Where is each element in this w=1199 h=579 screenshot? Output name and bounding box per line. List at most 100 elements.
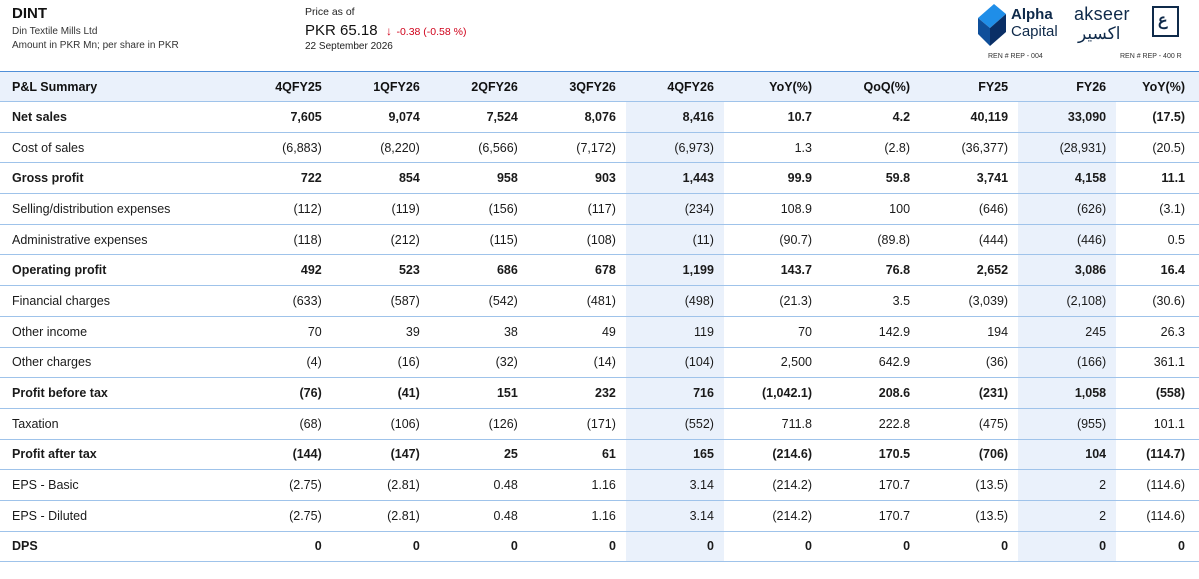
table-cell: (481) <box>527 285 626 317</box>
units-note: Amount in PKR Mn; per share in PKR <box>12 40 179 51</box>
table-cell: (20.5) <box>1116 132 1199 164</box>
table-cell: (646) <box>920 193 1019 225</box>
column-header: QoQ(%) <box>821 71 921 102</box>
ticker-symbol: DINT <box>12 5 47 22</box>
table-cell: 104 <box>1018 439 1117 471</box>
table-cell: (6,883) <box>233 132 332 164</box>
table-cell: 33,090 <box>1018 101 1117 133</box>
table-cell: 716 <box>625 377 724 409</box>
column-header-label: P&L Summary <box>0 71 234 102</box>
table-cell: (144) <box>233 439 332 471</box>
company-name: Din Textile Mills Ltd <box>12 26 98 37</box>
akseer-logo-latin: akseer <box>1074 4 1130 24</box>
table-cell: 4.2 <box>821 101 921 133</box>
table-cell: (552) <box>625 408 724 440</box>
column-header: 2QFY26 <box>429 71 528 102</box>
table-cell: 8,416 <box>625 101 724 133</box>
table-cell: (156) <box>429 193 528 225</box>
table-cell: 1.3 <box>723 132 822 164</box>
table-cell: (28,931) <box>1018 132 1117 164</box>
table-cell: 165 <box>625 439 724 471</box>
table-cell: 678 <box>527 254 626 287</box>
table-cell: 0 <box>429 531 528 563</box>
table-cell: 16.4 <box>1116 254 1199 287</box>
table-cell: (117) <box>527 193 626 225</box>
table-row: DPS 0 0 0 0 0 0 0 0 0 0 <box>0 531 1199 563</box>
table-cell: 49 <box>527 316 626 348</box>
table-cell: 11.1 <box>1116 162 1199 195</box>
table-cell: (587) <box>331 285 430 317</box>
column-header: YoY(%) <box>723 71 822 102</box>
table-cell: (2,108) <box>1018 285 1117 317</box>
table-cell: 2 <box>1018 469 1117 501</box>
row-label: Net sales <box>0 101 234 133</box>
table-cell: (171) <box>527 408 626 440</box>
alpha-logo-line1: Alpha <box>1011 6 1053 23</box>
price-row: PKR 65.18 ↓ -0.38 (-0.58 %) <box>305 22 466 40</box>
row-label: EPS - Diluted <box>0 500 234 532</box>
table-row: Administrative expenses (118) (212) (115) (1… <box>0 224 1199 256</box>
row-label: DPS <box>0 531 234 563</box>
table-cell: 3.14 <box>625 469 724 501</box>
table-cell: 2,652 <box>920 254 1019 287</box>
table-row: Profit after tax (144) (147) 25 61 165 (214.6)… <box>0 439 1199 471</box>
column-header: 4QFY25 <box>233 71 332 102</box>
alpha-capital-mark-icon <box>978 4 1006 46</box>
table-cell: 245 <box>1018 316 1117 348</box>
table-cell: 70 <box>233 316 332 348</box>
table-cell: (114.7) <box>1116 439 1199 471</box>
table-cell: 232 <box>527 377 626 409</box>
price-asof-label: Price as of <box>305 6 355 18</box>
table-cell: (11) <box>625 224 724 256</box>
table-cell: (498) <box>625 285 724 317</box>
table-cell: 361.1 <box>1116 347 1199 379</box>
table-cell: (542) <box>429 285 528 317</box>
row-label: Other charges <box>0 347 234 379</box>
table-cell: (36,377) <box>920 132 1019 164</box>
table-cell: 3.5 <box>821 285 921 317</box>
table-body: Net sales 7,605 9,074 7,524 8,076 8,416 10.7 4.… <box>0 101 1199 563</box>
table-cell: 170.7 <box>821 469 921 501</box>
table-cell: 686 <box>429 254 528 287</box>
table-cell: (166) <box>1018 347 1117 379</box>
table-cell: 59.8 <box>821 162 921 195</box>
table-cell: (16) <box>331 347 430 379</box>
row-label: Gross profit <box>0 162 234 195</box>
table-cell: 170.7 <box>821 500 921 532</box>
table-row: Financial charges (633) (587) (542) (481) (49… <box>0 285 1199 317</box>
table-cell: 1.16 <box>527 469 626 501</box>
akseer-logo-arabic: اكسير <box>1078 24 1121 43</box>
table-cell: (36) <box>920 347 1019 379</box>
table-cell: (104) <box>625 347 724 379</box>
table-cell: 0 <box>233 531 332 563</box>
table-header-row: P&L Summary 4QFY25 1QFY26 2QFY26 3QFY26 4QFY2… <box>0 71 1199 102</box>
table-cell: 0 <box>821 531 921 563</box>
table-cell: 100 <box>821 193 921 225</box>
table-row: Taxation (68) (106) (126) (171) (552) 711.8 222… <box>0 408 1199 440</box>
table-cell: (2.81) <box>331 500 430 532</box>
table-cell: (115) <box>429 224 528 256</box>
table-cell: 143.7 <box>723 254 822 287</box>
table-row: Other charges (4) (16) (32) (14) (104) 2,500 64… <box>0 347 1199 379</box>
table-cell: 0 <box>723 531 822 563</box>
table-cell: (8,220) <box>331 132 430 164</box>
table-cell: (76) <box>233 377 332 409</box>
table-cell: (126) <box>429 408 528 440</box>
table-cell: (214.2) <box>723 469 822 501</box>
report-header: DINT Din Textile Mills Ltd Amount in PKR… <box>0 0 1199 70</box>
table-row: EPS - Basic (2.75) (2.81) 0.48 1.16 3.14 (214.… <box>0 469 1199 501</box>
table-cell: (41) <box>331 377 430 409</box>
table-cell: 3.14 <box>625 500 724 532</box>
table-cell: 151 <box>429 377 528 409</box>
table-cell: (108) <box>527 224 626 256</box>
table-cell: 25 <box>429 439 528 471</box>
table-cell: 222.8 <box>821 408 921 440</box>
table-cell: (3,039) <box>920 285 1019 317</box>
table-cell: 194 <box>920 316 1019 348</box>
row-label: EPS - Basic <box>0 469 234 501</box>
table-cell: (633) <box>233 285 332 317</box>
table-cell: (3.1) <box>1116 193 1199 225</box>
table-cell: (30.6) <box>1116 285 1199 317</box>
table-cell: (955) <box>1018 408 1117 440</box>
table-cell: (558) <box>1116 377 1199 409</box>
